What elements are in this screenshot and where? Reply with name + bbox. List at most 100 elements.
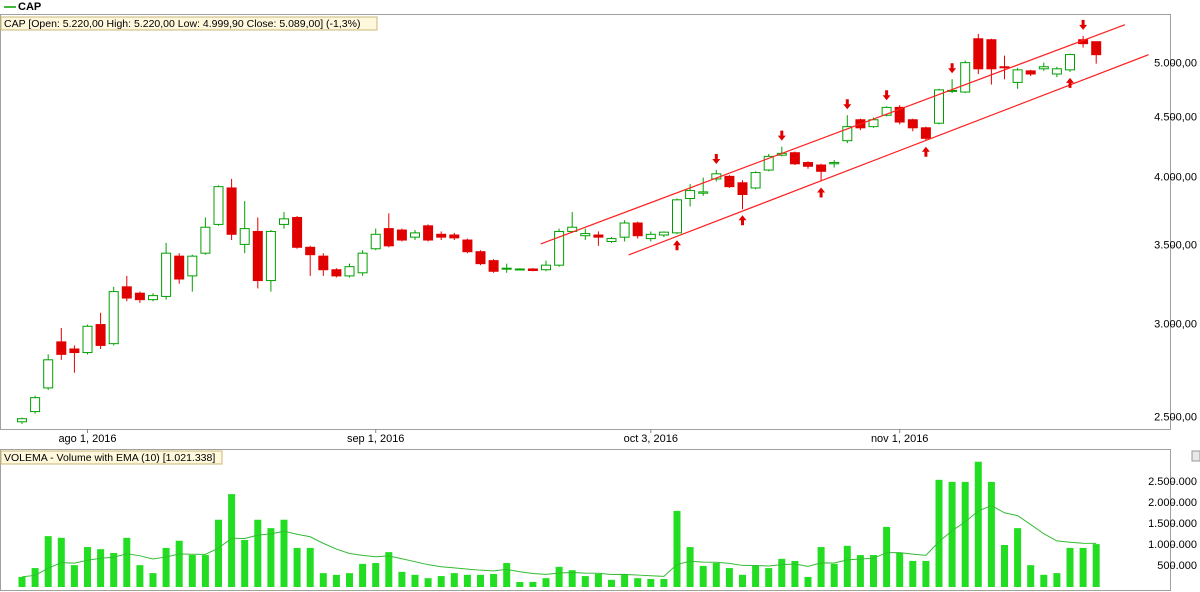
- sell-arrow: [1079, 19, 1088, 30]
- volume-bar: [621, 573, 629, 587]
- volume-bar: [1066, 547, 1074, 587]
- volume-bar: [411, 574, 419, 587]
- candle-body: [999, 66, 1010, 69]
- candle-body: [685, 190, 696, 199]
- volume-bar: [477, 574, 484, 587]
- candle-body: [816, 164, 827, 172]
- x-tick-label: oct 3, 2016: [624, 433, 678, 445]
- volume-bar: [843, 545, 851, 587]
- volume-bar: [1040, 574, 1048, 587]
- y-tick-label: 5.000,00: [1154, 58, 1197, 70]
- candle-body: [672, 199, 682, 234]
- volume-bar: [555, 566, 563, 587]
- candle-body: [619, 222, 630, 238]
- volume-bar: [948, 481, 956, 587]
- candle-body: [986, 39, 997, 70]
- trend-line: [540, 24, 1126, 245]
- volume-bar: [974, 461, 982, 587]
- volume-bar: [110, 552, 118, 587]
- volume-bar: [660, 579, 668, 587]
- candle-body: [593, 234, 604, 238]
- volume-bar: [31, 568, 39, 587]
- volume-bar: [1027, 565, 1035, 587]
- volume-bar: [608, 579, 615, 587]
- volume-bar: [450, 573, 458, 587]
- buy-arrow: [738, 215, 747, 226]
- volume-bar: [346, 573, 353, 587]
- candle-body: [213, 186, 224, 225]
- sell-arrow: [882, 90, 891, 101]
- candle-body: [580, 233, 591, 237]
- volume-bar: [490, 573, 498, 587]
- volume-bar: [18, 576, 26, 587]
- volume-bar: [529, 581, 537, 587]
- volume-bar: [503, 563, 511, 587]
- candle-body: [567, 226, 578, 232]
- candle-body: [161, 252, 172, 297]
- volume-bar: [634, 578, 642, 587]
- volume-bar: [162, 547, 170, 587]
- volume-bar: [922, 560, 930, 587]
- volume-bar: [581, 576, 589, 587]
- candle-body: [462, 239, 473, 253]
- volume-title: VOLEMA - Volume with EMA (10) [1.021.338…: [4, 452, 215, 464]
- volume-bar: [699, 565, 707, 587]
- candle-body: [396, 229, 407, 241]
- volume-bar: [725, 568, 733, 587]
- volume-bar: [385, 552, 393, 587]
- candle-body: [750, 172, 761, 189]
- candle-body: [187, 255, 198, 277]
- volume-bar: [254, 519, 262, 587]
- volume-bar: [686, 547, 694, 587]
- volume-bar: [516, 581, 524, 587]
- volume-bar: [870, 555, 877, 587]
- candle-body: [645, 233, 656, 240]
- candle-body: [305, 246, 316, 256]
- volume-bar: [44, 536, 52, 587]
- volume-bar: [778, 558, 786, 587]
- volume-bar: [267, 528, 275, 587]
- candle-body: [357, 252, 368, 274]
- candle-body: [934, 89, 944, 124]
- legend-label: CAP: [18, 1, 41, 13]
- volume-title-box: [0, 450, 223, 465]
- candle-body: [475, 251, 486, 265]
- volume-bar: [739, 574, 746, 587]
- candle-body: [56, 341, 67, 355]
- volume-bar: [123, 537, 131, 587]
- candle-body: [148, 295, 158, 301]
- candle-body: [1051, 68, 1062, 75]
- price-panel: [0, 14, 1171, 430]
- y-tick-label: 1.000.000: [1148, 539, 1197, 551]
- candle-body: [698, 191, 709, 194]
- candle-body: [789, 152, 800, 165]
- candle-body: [973, 38, 984, 70]
- volume-bar: [1014, 528, 1022, 587]
- volume-bar: [594, 573, 602, 587]
- volume-bar: [909, 560, 917, 587]
- candle-body: [527, 268, 538, 272]
- volume-bar: [791, 560, 799, 587]
- volume-bar: [97, 549, 105, 587]
- volume-bar: [542, 578, 550, 587]
- volume-bar: [70, 565, 78, 587]
- candle-body: [501, 267, 512, 270]
- candle-body: [17, 418, 27, 423]
- candle-body: [69, 348, 80, 354]
- volume-bar: [424, 578, 432, 587]
- panel-button[interactable]: [1191, 450, 1200, 462]
- volume-panel: [0, 449, 1171, 591]
- candle-body: [1091, 41, 1102, 56]
- volume-bar: [935, 479, 943, 587]
- candle-body: [226, 187, 237, 235]
- volume-bar: [673, 510, 681, 587]
- volume-bar: [568, 570, 576, 587]
- info-text: CAP [Open: 5.220,00 High: 5.220,00 Low: …: [4, 18, 360, 30]
- candle-body: [894, 106, 905, 123]
- candle-body: [737, 182, 748, 196]
- x-tick-label: nov 1, 2016: [871, 433, 929, 445]
- candle-body: [265, 230, 276, 282]
- volume-bar: [215, 519, 222, 587]
- candle-body: [907, 119, 918, 129]
